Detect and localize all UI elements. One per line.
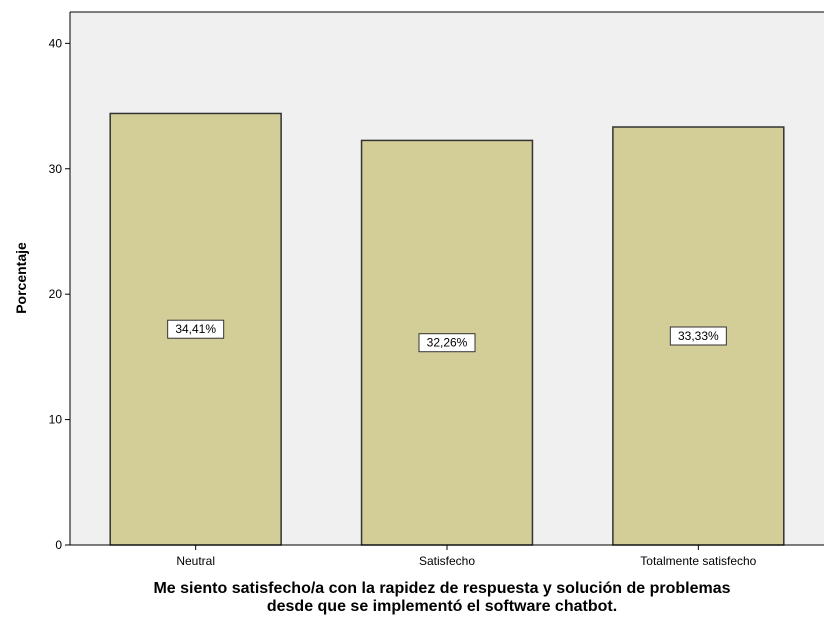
x-axis-label-line-1: Me siento satisfecho/a con la rapidez de…: [60, 580, 824, 598]
x-axis-label: Me siento satisfecho/a con la rapidez de…: [60, 580, 824, 616]
x-ticks-group: Neutral Satisfecho Totalmente satisfecho: [176, 545, 756, 568]
y-axis-label: Porcentaje: [13, 242, 29, 314]
y-tick-label: 40: [49, 36, 63, 50]
x-tick-label: Neutral: [176, 554, 215, 568]
y-tick-label: 10: [49, 413, 63, 427]
data-label: 32,26%: [427, 336, 468, 350]
y-tick-label: 20: [49, 287, 63, 301]
y-ticks-group: 0 10 20 30 40: [49, 36, 70, 552]
x-axis-label-line-2: desde que se implementó el software chat…: [60, 598, 824, 616]
y-tick-label: 30: [49, 162, 63, 176]
y-tick-label: 0: [55, 538, 62, 552]
x-tick-label: Totalmente satisfecho: [640, 554, 756, 568]
x-tick-label: Satisfecho: [419, 554, 475, 568]
data-label: 34,41%: [175, 322, 216, 336]
data-label: 33,33%: [678, 329, 719, 343]
